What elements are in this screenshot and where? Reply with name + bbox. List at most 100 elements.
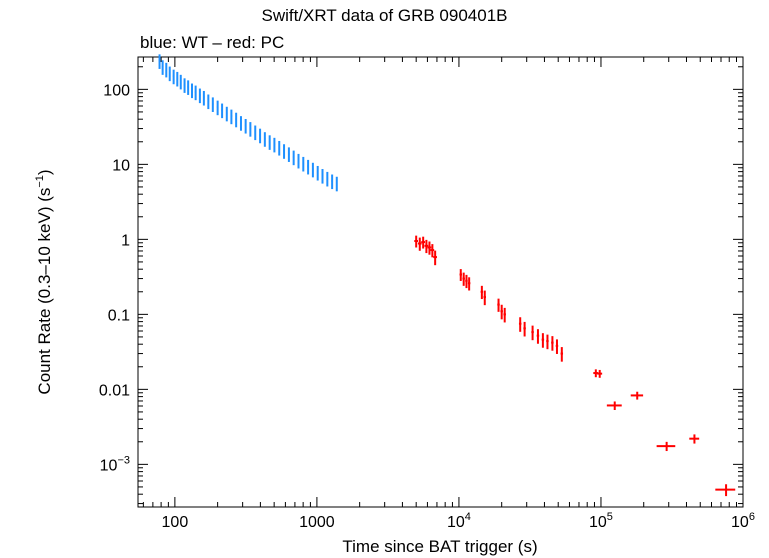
y-axis-label-main: Count Rate (0.3–10 keV) (s bbox=[35, 188, 54, 395]
wt-point bbox=[172, 69, 175, 85]
x-axis-label: Time since BAT trigger (s) bbox=[342, 537, 537, 556]
wt-point bbox=[311, 162, 314, 178]
wt-point bbox=[225, 106, 228, 122]
y-tick-label-base: 10 bbox=[112, 157, 130, 174]
x-tick-label-base: 10 bbox=[731, 514, 749, 531]
wt-point bbox=[244, 118, 247, 134]
pc-point bbox=[430, 244, 435, 258]
wt-point bbox=[273, 137, 276, 153]
x-tick-label-base: 10 bbox=[447, 514, 465, 531]
pc-point bbox=[427, 241, 432, 255]
y-axis-label-end: ) bbox=[35, 169, 54, 175]
y-tick-label: 10−3 bbox=[100, 454, 130, 474]
wt-point bbox=[176, 71, 179, 87]
plot-frame bbox=[137, 56, 744, 508]
pc-point bbox=[421, 236, 425, 249]
wt-point bbox=[191, 83, 194, 99]
wt-point bbox=[292, 150, 295, 166]
wt-point bbox=[221, 103, 224, 119]
wt-point bbox=[331, 174, 334, 190]
axis-ticks bbox=[138, 57, 744, 507]
pc-point bbox=[606, 401, 622, 410]
pc-point bbox=[459, 269, 462, 281]
wt-point bbox=[187, 80, 190, 95]
pc-point bbox=[518, 317, 522, 332]
x-tick-label: 104 bbox=[447, 511, 471, 531]
wt-point bbox=[211, 97, 214, 112]
pc-point bbox=[531, 325, 534, 341]
wt-point bbox=[316, 165, 319, 181]
y-axis-label-sup: −1 bbox=[34, 175, 46, 188]
wt-point bbox=[321, 169, 324, 184]
pc-point bbox=[424, 239, 429, 254]
pc-point bbox=[462, 272, 465, 286]
wt-point bbox=[249, 122, 252, 137]
wt-point bbox=[283, 144, 286, 159]
x-tick-label-base: 1000 bbox=[299, 514, 335, 531]
wt-point bbox=[278, 140, 281, 156]
wt-point bbox=[235, 112, 238, 128]
wt-point bbox=[263, 132, 266, 147]
y-axis-label: Count Rate (0.3–10 keV) (s−1) bbox=[34, 169, 54, 394]
x-tick-label: 100 bbox=[162, 514, 189, 531]
pc-point bbox=[656, 441, 676, 452]
y-tick-label: 0.1 bbox=[108, 307, 130, 324]
pc-point bbox=[546, 334, 549, 350]
pc-point bbox=[417, 237, 422, 251]
y-tick-label-base: 1 bbox=[121, 232, 130, 249]
wt-point bbox=[239, 116, 242, 131]
y-tick-label-base: 0.01 bbox=[99, 382, 130, 399]
x-tick-label-exponent: 6 bbox=[749, 511, 755, 523]
pc-point bbox=[467, 277, 471, 291]
wt-point bbox=[326, 171, 329, 187]
pc-point bbox=[414, 235, 419, 248]
pc-point bbox=[497, 298, 500, 312]
y-tick-label-base: 100 bbox=[103, 82, 130, 99]
wt-point bbox=[194, 85, 197, 101]
wt-point bbox=[198, 88, 201, 104]
wt-point bbox=[179, 74, 182, 90]
chart-title: Swift/XRT data of GRB 090401B bbox=[261, 6, 508, 25]
series-pc bbox=[414, 235, 736, 497]
x-tick-label: 106 bbox=[731, 511, 755, 531]
pc-point bbox=[523, 321, 526, 337]
wt-point bbox=[335, 176, 338, 192]
pc-point bbox=[715, 484, 736, 497]
wt-point bbox=[230, 109, 233, 125]
wt-point bbox=[158, 54, 161, 69]
pc-point bbox=[503, 307, 506, 323]
wt-point bbox=[168, 66, 171, 82]
wt-point bbox=[259, 128, 262, 144]
pc-point bbox=[465, 274, 468, 289]
y-tick-label: 100 bbox=[103, 82, 130, 99]
pc-point bbox=[560, 347, 564, 362]
y-tick-label: 10 bbox=[112, 157, 130, 174]
y-tick-label-exponent: −3 bbox=[117, 454, 130, 466]
wt-point bbox=[268, 135, 271, 150]
pc-point bbox=[630, 391, 644, 400]
x-tick-label-base: 10 bbox=[589, 514, 607, 531]
pc-point bbox=[483, 290, 486, 306]
wt-point bbox=[307, 159, 310, 175]
x-tick-label: 1000 bbox=[299, 514, 335, 531]
pc-point bbox=[541, 333, 545, 348]
wt-point bbox=[216, 100, 219, 116]
series-wt bbox=[158, 54, 338, 192]
y-tick-label: 1 bbox=[121, 232, 130, 249]
x-tick-label: 105 bbox=[589, 511, 613, 531]
wt-point bbox=[207, 94, 210, 110]
y-tick-label-base: 10 bbox=[100, 457, 118, 474]
wt-point bbox=[287, 147, 290, 162]
y-tick-label: 0.01 bbox=[99, 382, 130, 399]
pc-point bbox=[536, 329, 540, 344]
wt-point bbox=[302, 156, 305, 172]
y-tick-label-base: 0.1 bbox=[108, 307, 130, 324]
wt-point bbox=[161, 60, 164, 75]
pc-point bbox=[433, 250, 437, 266]
pc-point bbox=[555, 339, 559, 354]
wt-point bbox=[202, 90, 205, 106]
pc-point bbox=[689, 434, 700, 444]
wt-point bbox=[183, 78, 186, 93]
